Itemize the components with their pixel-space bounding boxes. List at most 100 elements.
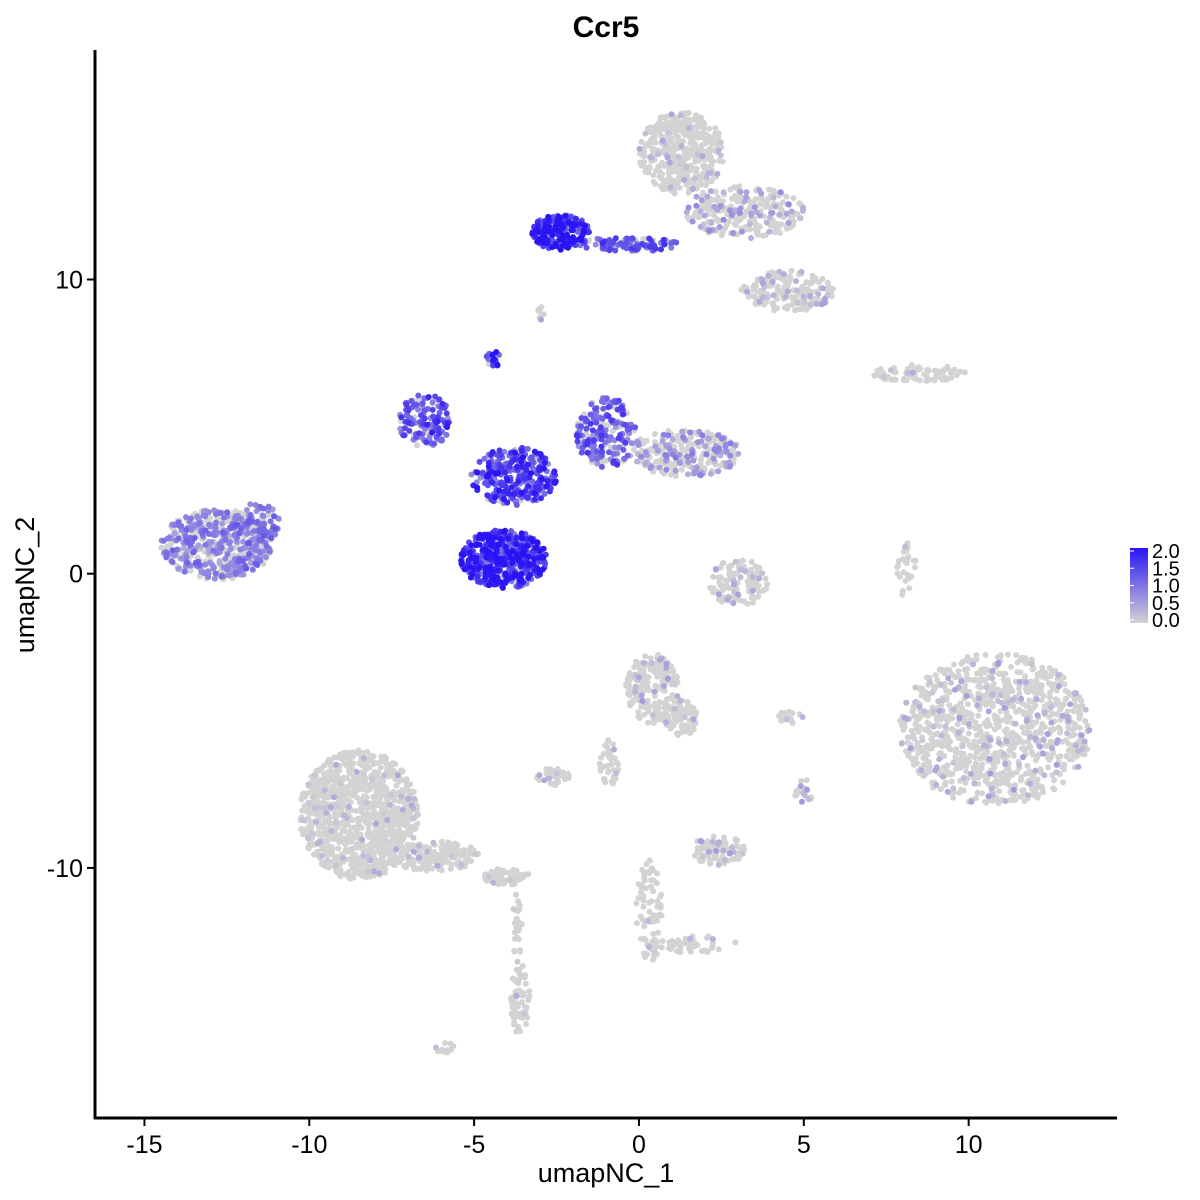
cell-point xyxy=(829,285,836,292)
cell-point xyxy=(976,764,982,771)
cell-point xyxy=(304,835,311,842)
cell-point xyxy=(371,783,378,790)
cell-point xyxy=(615,761,621,768)
cell-point xyxy=(769,269,776,276)
cell-point xyxy=(681,131,688,138)
cell-point xyxy=(638,138,645,145)
cell-point xyxy=(309,794,316,801)
cell-point xyxy=(1027,734,1034,740)
cell-point xyxy=(520,1010,527,1017)
cell-point xyxy=(485,874,492,880)
cell-point xyxy=(416,854,422,861)
cell-point xyxy=(724,596,731,603)
cell-point xyxy=(319,853,325,860)
cell-point xyxy=(441,1048,448,1055)
cell-point xyxy=(745,293,752,300)
cell-point xyxy=(763,219,770,226)
cell-point xyxy=(412,823,419,830)
cell-point xyxy=(656,173,663,180)
cell-point xyxy=(517,947,524,954)
cell-point xyxy=(704,429,711,436)
cell-point xyxy=(399,845,406,852)
cell-point xyxy=(1065,717,1072,724)
cell-point xyxy=(740,843,747,850)
cell-point xyxy=(979,666,986,673)
cell-point xyxy=(637,913,644,920)
cell-point xyxy=(1051,777,1058,784)
cell-point xyxy=(365,833,372,840)
cell-point xyxy=(1016,761,1023,768)
cell-point xyxy=(958,678,965,685)
cell-point xyxy=(359,836,365,843)
cell-point xyxy=(1060,779,1067,786)
cell-point xyxy=(1053,761,1060,768)
cell-point xyxy=(516,902,523,909)
cell-point xyxy=(690,726,697,733)
cell-point xyxy=(722,443,729,450)
cell-point xyxy=(630,446,637,453)
cell-point xyxy=(671,143,678,150)
cell-point xyxy=(672,122,679,128)
cell-point xyxy=(682,146,689,153)
cell-point xyxy=(686,945,692,952)
cell-point xyxy=(756,298,763,305)
cell-point xyxy=(1065,724,1072,731)
cell-point xyxy=(670,667,677,674)
cell-point xyxy=(698,197,705,204)
cell-point xyxy=(631,664,638,670)
cell-point xyxy=(1075,763,1082,770)
cell-point xyxy=(490,879,497,886)
cell-point xyxy=(690,457,697,464)
cell-point xyxy=(743,194,750,201)
cell-point xyxy=(957,368,964,375)
cell-point xyxy=(360,843,367,849)
cell-point xyxy=(711,446,718,453)
cell-point xyxy=(350,874,357,881)
cell-point xyxy=(702,140,709,147)
cell-point xyxy=(1024,762,1031,769)
cell-point xyxy=(1081,738,1088,745)
cell-point xyxy=(655,929,662,936)
cell-point xyxy=(653,663,660,670)
cell-point xyxy=(332,855,339,862)
cell-point xyxy=(715,468,722,475)
cell-point xyxy=(707,188,714,195)
cell-point xyxy=(950,759,957,766)
cell-point xyxy=(985,793,992,800)
cell-point xyxy=(974,749,981,756)
cell-point xyxy=(805,796,812,803)
cell-point xyxy=(963,693,970,699)
cell-point xyxy=(407,781,413,788)
cell-point xyxy=(772,203,779,210)
cell-point xyxy=(651,948,658,955)
cell-point xyxy=(736,209,743,216)
cell-point xyxy=(608,761,615,768)
cell-point xyxy=(952,686,958,693)
cell-point xyxy=(1082,718,1089,724)
cell-point xyxy=(512,977,519,983)
cell-point xyxy=(1029,749,1035,756)
cell-point xyxy=(390,760,397,767)
cell-point xyxy=(696,123,703,130)
cell-point xyxy=(710,833,717,840)
cell-point xyxy=(629,697,636,704)
cell-point xyxy=(720,189,727,196)
cell-point xyxy=(965,730,972,737)
cell-point xyxy=(710,585,717,592)
cell-point xyxy=(648,659,655,666)
cell-point xyxy=(1033,696,1040,703)
cell-point xyxy=(324,857,330,864)
cell-point xyxy=(667,725,674,732)
cell-point xyxy=(555,778,562,785)
cell-point xyxy=(638,889,644,896)
cell-point xyxy=(707,155,714,162)
cell-point xyxy=(1004,677,1011,684)
cell-point xyxy=(659,938,666,945)
cell-point xyxy=(513,923,520,930)
cell-point xyxy=(678,143,685,149)
cell-point xyxy=(978,676,985,683)
cell-point xyxy=(704,193,711,200)
cell-point xyxy=(633,658,639,665)
cell-point xyxy=(661,162,668,169)
cell-point xyxy=(664,675,671,682)
